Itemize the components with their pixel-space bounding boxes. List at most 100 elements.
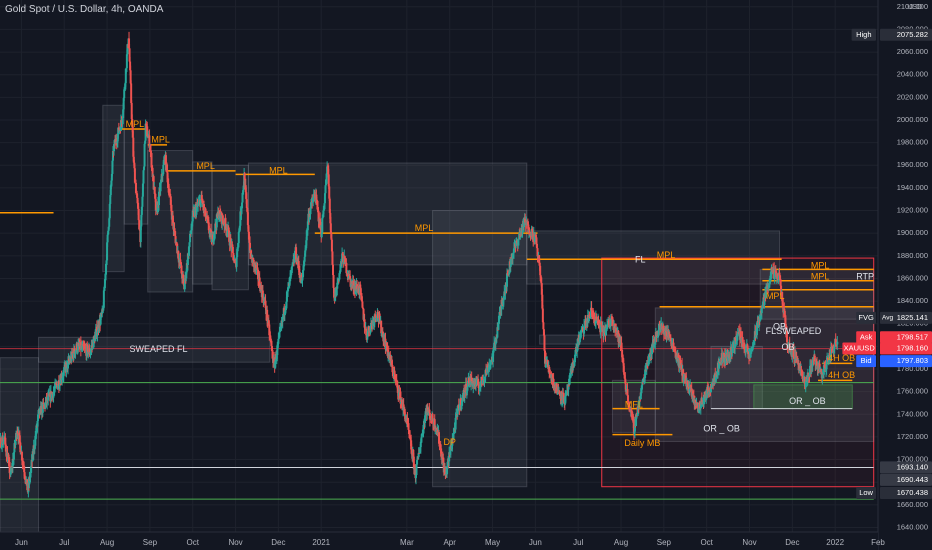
candle-body <box>207 222 210 231</box>
candle-body <box>303 256 306 262</box>
candle-body <box>731 346 734 353</box>
candle-body <box>542 329 545 336</box>
candle-body <box>682 376 685 380</box>
candle-body <box>31 451 34 462</box>
candle-body <box>62 370 65 377</box>
candle-body <box>567 384 570 390</box>
annotation-label: MPL <box>811 260 830 270</box>
candle-body <box>653 342 656 348</box>
candle-body <box>269 338 272 343</box>
candle-body <box>323 193 326 204</box>
candle-body <box>274 361 277 369</box>
candle-body <box>322 210 325 218</box>
candle-body <box>200 195 203 201</box>
candle-body <box>400 400 403 402</box>
candle-body <box>836 341 839 345</box>
candle-body <box>759 316 762 320</box>
candle-body <box>651 342 654 346</box>
candle-body <box>21 460 24 463</box>
candle-body <box>448 452 451 462</box>
price-label-value: 1798.517 <box>897 332 928 341</box>
candle-body <box>544 350 547 364</box>
candle-body <box>141 196 144 207</box>
candle-body <box>149 147 152 151</box>
candle-body <box>252 259 255 267</box>
price-tick-label: 2020.000 <box>897 92 928 101</box>
candle-body <box>206 218 209 221</box>
candle-body <box>340 261 343 266</box>
candle-body <box>752 342 755 344</box>
candle-body <box>111 160 114 174</box>
annotation-label: MFL <box>625 400 643 410</box>
candle-body <box>155 209 158 211</box>
candle-body <box>65 363 68 372</box>
time-tick-label: 2022 <box>826 538 844 547</box>
candle-body <box>811 360 814 367</box>
candle-body <box>472 383 475 387</box>
candle-body <box>129 61 132 71</box>
candle-body <box>539 275 542 278</box>
candle-body <box>174 236 177 244</box>
candle-body <box>408 429 411 433</box>
candle-body <box>184 275 187 284</box>
candle-body <box>382 333 385 342</box>
candle-body <box>215 214 218 228</box>
candle-body <box>606 323 609 325</box>
candle-body <box>293 255 296 257</box>
candle-body <box>599 323 602 333</box>
candle-body <box>105 263 108 275</box>
candle-body <box>328 198 331 213</box>
candle-body <box>666 331 669 336</box>
candle-body <box>126 44 129 55</box>
candle-body <box>264 300 267 308</box>
candle-body <box>394 374 397 379</box>
candle-body <box>397 391 400 396</box>
candle-body <box>686 383 689 389</box>
candle-body <box>678 358 681 368</box>
candle-body <box>289 273 292 277</box>
price-label-box <box>880 331 932 344</box>
candle-body <box>300 274 303 284</box>
candle-body <box>136 194 139 198</box>
candle-body <box>231 244 234 248</box>
candle-body <box>130 83 133 104</box>
candle-body <box>560 391 563 401</box>
candle-body <box>204 208 207 218</box>
candle-body <box>146 126 149 137</box>
candle-body <box>427 411 430 414</box>
candle-body <box>133 162 136 169</box>
candle-body <box>113 144 116 152</box>
price-label: XAUUSD 1798.160 <box>842 342 932 355</box>
price-axis[interactable]: 1640.0001660.0001680.0001700.0001720.000… <box>877 0 932 550</box>
candle-body <box>86 345 89 347</box>
candle-body <box>458 404 461 411</box>
time-tick-label: Sep <box>143 538 158 547</box>
candle-body <box>790 348 793 353</box>
candle-body <box>76 343 79 351</box>
candle-body <box>419 441 422 448</box>
annotation-label: MPL <box>196 161 215 171</box>
candle-body <box>781 301 784 304</box>
candle-body <box>242 185 245 191</box>
candle-body <box>606 324 609 328</box>
candle-body <box>298 268 301 273</box>
candle-body <box>14 439 17 445</box>
candle-body <box>190 226 193 231</box>
candle-body <box>454 417 457 430</box>
candle-body <box>331 251 334 265</box>
candle-body <box>497 315 500 324</box>
candle-body <box>143 166 146 171</box>
candle-body <box>438 432 440 444</box>
candle-body <box>757 321 760 323</box>
annotation-label: MPL <box>126 119 145 129</box>
candle-body <box>246 212 249 226</box>
candle-body <box>830 346 833 349</box>
candle-body <box>809 365 812 377</box>
time-axis[interactable]: Jun Jul Aug Sep Oct Nov Dec 2021 Mar Apr May Jun Jul… <box>0 531 885 550</box>
candle-body <box>459 398 462 407</box>
candle-body <box>600 323 603 325</box>
candle-body <box>273 358 276 363</box>
candle-body <box>486 366 489 374</box>
